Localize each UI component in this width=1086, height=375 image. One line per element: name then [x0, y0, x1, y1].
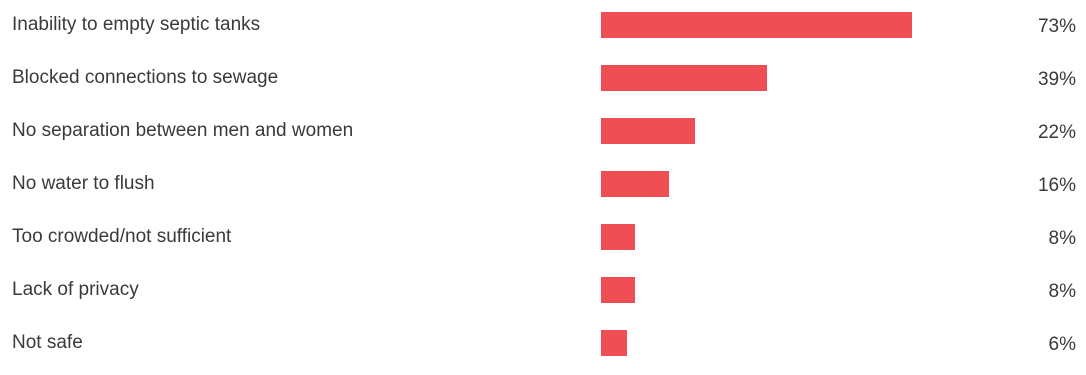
category-label: No separation between men and women: [12, 120, 354, 141]
bar: [601, 277, 636, 303]
category-label: No water to flush: [12, 173, 155, 194]
category-label: Blocked connections to sewage: [12, 67, 279, 88]
bar: [601, 65, 768, 91]
bar: [601, 12, 912, 38]
value-label: 6%: [1048, 334, 1076, 355]
category-label: Inability to empty septic tanks: [12, 14, 261, 35]
value-label: 39%: [1037, 69, 1076, 90]
value-label: 73%: [1037, 16, 1076, 37]
bar: [601, 330, 627, 356]
category-label: Lack of privacy: [12, 279, 139, 300]
category-label: Not safe: [12, 332, 83, 353]
bar: [601, 224, 636, 250]
value-label: 8%: [1048, 281, 1076, 302]
bar: [601, 171, 670, 197]
value-label: 8%: [1048, 228, 1076, 249]
bar: [601, 118, 695, 144]
category-label: Too crowded/not sufficient: [12, 226, 232, 247]
value-label: 22%: [1037, 122, 1076, 143]
value-label: 16%: [1037, 175, 1076, 196]
